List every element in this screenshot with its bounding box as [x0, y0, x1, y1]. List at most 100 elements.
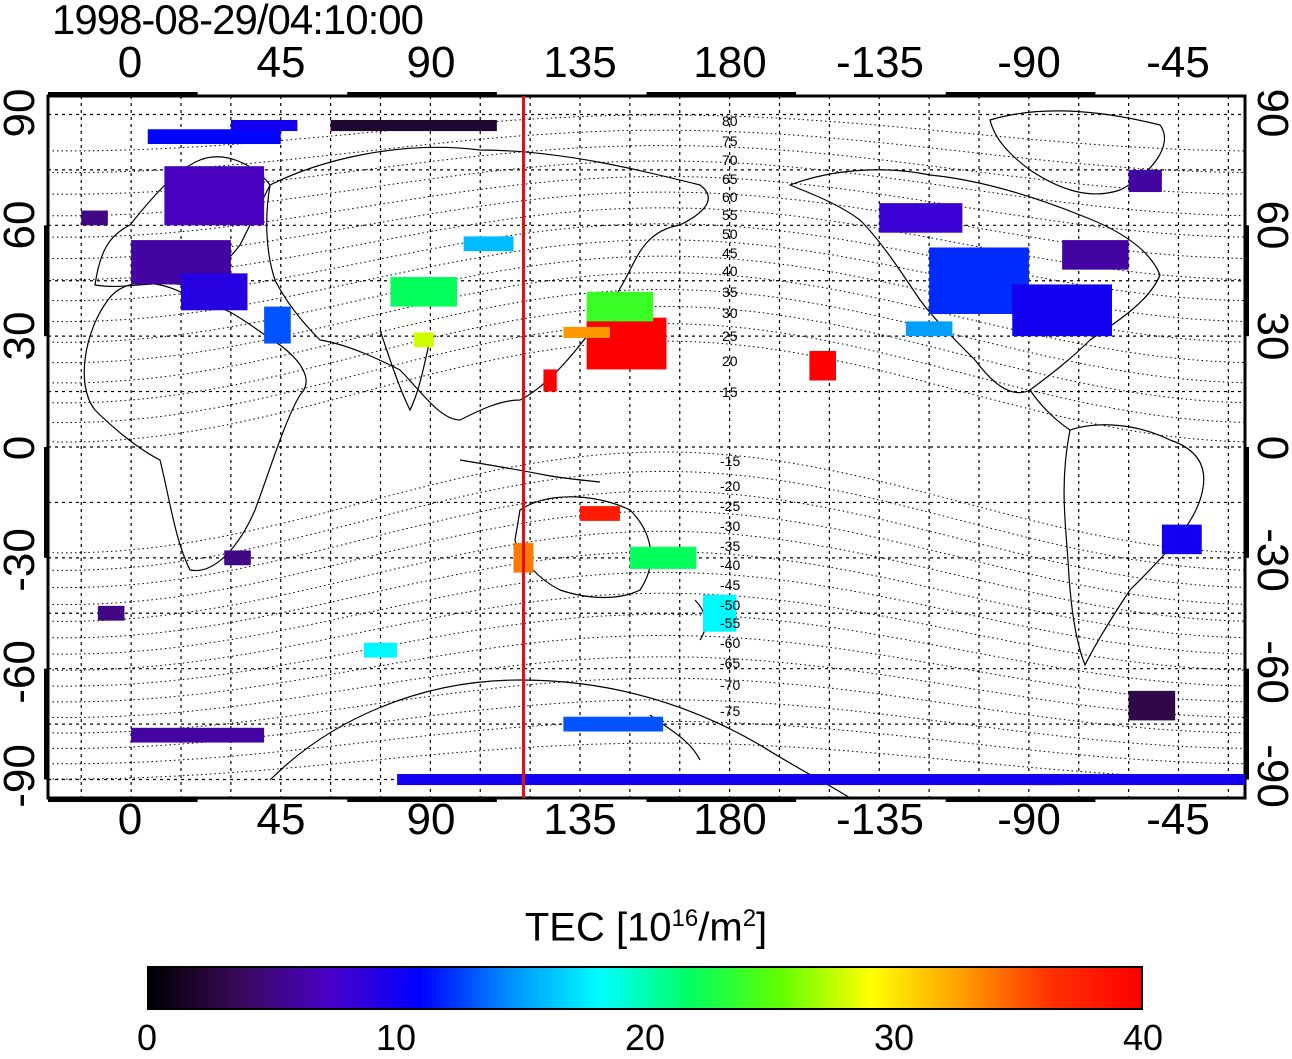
- magnetic-contour: [48, 656, 1245, 719]
- magnetic-contour: [48, 742, 1245, 780]
- contour-label: -75: [720, 703, 740, 719]
- tec-world-map: 80 75 70 65 60 55 50 45 40 35 30 25 20 15 -15 -20 -25 -30…: [44, 92, 1249, 802]
- border-bar-top: [646, 92, 797, 97]
- tec-cell: [397, 773, 1063, 786]
- tec-cell: [586, 317, 667, 370]
- border-bar-right: [1244, 447, 1249, 558]
- tec-cell: [563, 326, 610, 339]
- contour-label: -65: [720, 655, 740, 671]
- contour-label: -50: [720, 597, 740, 613]
- bottom-lon-tick: 90: [406, 795, 456, 844]
- tec-cell: [330, 120, 497, 132]
- top-lon-tick: 180: [693, 38, 767, 87]
- tec-cells: [81, 120, 1245, 786]
- bottom-lon-tick: -135: [835, 795, 925, 844]
- border-bar-bottom: [646, 797, 797, 802]
- contour-label: -35: [720, 538, 740, 554]
- contour-label: 75: [722, 133, 738, 149]
- contour-label: 35: [722, 284, 738, 300]
- tec-cell: [413, 332, 434, 348]
- tec-cell: [181, 273, 248, 311]
- tec-cell: [164, 166, 265, 226]
- colorbar-tick: 0: [136, 1017, 158, 1058]
- colorbar-tick: 30: [873, 1017, 915, 1058]
- tec-cell: [879, 203, 963, 233]
- tec-cell: [1062, 240, 1129, 270]
- contour-label: 55: [722, 207, 738, 223]
- border-bar-top: [347, 92, 497, 97]
- colorbar-tick: 40: [1122, 1017, 1164, 1058]
- tec-cell: [363, 642, 398, 658]
- magnetic-contour: [48, 114, 1245, 152]
- contour-label: 45: [722, 245, 738, 261]
- tec-cell: [147, 129, 281, 145]
- magnetic-contour: [48, 592, 1245, 671]
- tec-cell: [463, 236, 514, 252]
- top-lon-tick: -90: [997, 38, 1061, 87]
- top-lon-tick: 45: [256, 38, 306, 87]
- border-bar-top: [48, 92, 198, 97]
- contour-label: -70: [720, 677, 740, 693]
- magnetic-contour: [48, 207, 1245, 281]
- border-bar-right: [1244, 225, 1249, 337]
- tec-cell: [1161, 524, 1202, 555]
- contour-label: -30: [720, 518, 740, 534]
- bottom-lon-tick: 0: [117, 795, 143, 844]
- border-bar-bottom: [48, 797, 198, 802]
- tec-cell: [264, 306, 291, 344]
- tec-cell: [563, 716, 664, 732]
- magnetic-contour: [48, 175, 1245, 238]
- magnetic-contour: [48, 470, 1245, 571]
- border-bar-right: [1244, 668, 1249, 780]
- contour-label: -20: [720, 478, 740, 494]
- border-bar-top: [945, 92, 1096, 97]
- top-lon-tick: 90: [406, 38, 456, 87]
- magnetic-contour: [48, 451, 1245, 554]
- magnetic-contour: [48, 634, 1245, 703]
- map-timestamp: 1998-08-29/04:10:00: [52, 0, 424, 43]
- tec-cell: [703, 594, 737, 632]
- colorbar-tick: 20: [624, 1017, 666, 1058]
- tec-cell: [97, 605, 125, 621]
- contour-label: -15: [720, 453, 740, 469]
- tec-cell: [543, 369, 557, 392]
- tec-cell: [131, 727, 265, 743]
- magnetic-contour: [48, 613, 1245, 687]
- contour-label: -55: [720, 615, 740, 631]
- tec-cell: [1128, 169, 1162, 193]
- tec-cell: [1028, 773, 1245, 786]
- tec-cell: [224, 550, 251, 566]
- tec-cell: [1012, 284, 1112, 337]
- contour-label: 50: [722, 226, 738, 242]
- contour-label: -25: [720, 498, 740, 514]
- border-bar-left: [44, 225, 49, 337]
- coastlines: [83, 110, 1205, 798]
- tec-cell: [905, 321, 953, 337]
- contour-label: -40: [720, 557, 740, 573]
- tec-cell: [580, 506, 620, 521]
- border-bar-bottom: [945, 797, 1096, 802]
- magnetic-contour: [48, 288, 1245, 384]
- magnetic-contour: [48, 490, 1245, 589]
- tec-cell: [809, 350, 837, 381]
- magnetic-contour: [48, 510, 1245, 606]
- bottom-lon-tick: 180: [693, 795, 767, 844]
- bottom-lon-tick: -90: [997, 795, 1061, 844]
- colorbar-title: TEC [1016/m2]: [524, 905, 768, 950]
- bottom-lon-tick: -45: [1146, 795, 1210, 844]
- contour-label: 60: [722, 189, 738, 205]
- border-bar-left: [44, 668, 49, 780]
- border-bar-left: [44, 447, 49, 558]
- magnetic-contour: [48, 191, 1245, 260]
- border-bar-bottom: [347, 797, 497, 802]
- contour-label: -45: [720, 577, 740, 593]
- contour-label: 80: [722, 113, 738, 129]
- tec-cell: [629, 546, 697, 569]
- contour-label: 65: [722, 171, 738, 187]
- top-lon-tick: 0: [117, 38, 143, 87]
- tec-cell: [1128, 690, 1176, 721]
- colorbar-tick: 10: [375, 1017, 417, 1058]
- contour-label: 20: [722, 353, 738, 369]
- bottom-lon-tick: 45: [256, 795, 306, 844]
- top-lon-tick: 135: [543, 38, 617, 87]
